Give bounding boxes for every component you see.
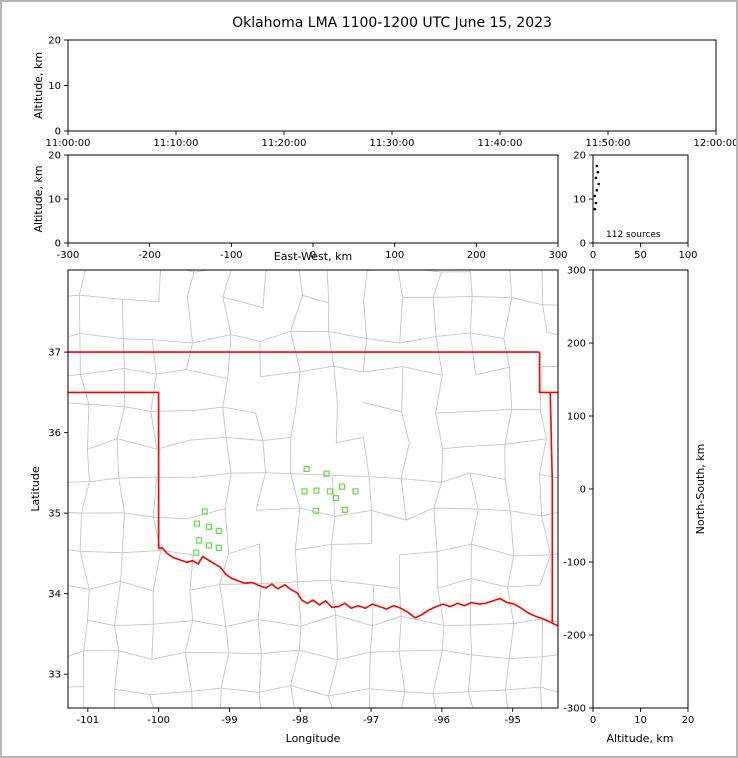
svg-text:37: 37 — [48, 348, 61, 359]
svg-text:10: 10 — [634, 715, 647, 726]
svg-text:-101: -101 — [76, 715, 99, 726]
svg-text:-97: -97 — [363, 715, 379, 726]
svg-text:10: 10 — [573, 195, 586, 206]
svg-text:36: 36 — [48, 428, 61, 439]
svg-text:11:30:00: 11:30:00 — [370, 138, 415, 149]
source-marker — [352, 488, 359, 495]
source-marker — [341, 506, 348, 513]
svg-text:0: 0 — [590, 250, 596, 261]
svg-text:20: 20 — [573, 151, 586, 162]
svg-text:200: 200 — [567, 339, 586, 350]
source-marker — [338, 483, 346, 490]
svg-text:35: 35 — [48, 509, 61, 520]
svg-text:0: 0 — [590, 715, 596, 726]
svg-text:20: 20 — [682, 715, 695, 726]
source-marker — [313, 487, 320, 494]
svg-text:11:20:00: 11:20:00 — [262, 138, 307, 149]
source-marker — [326, 488, 334, 495]
page-title: Oklahoma LMA 1100-1200 UTC June 15, 2023 — [232, 15, 552, 31]
svg-text:0: 0 — [55, 239, 61, 250]
svg-text:-300: -300 — [563, 704, 586, 715]
svg-text:11:10:00: 11:10:00 — [154, 138, 199, 149]
altitude-histogram-dots — [593, 164, 600, 211]
svg-text:100: 100 — [678, 250, 697, 261]
map-ylabel: Latitude — [29, 466, 42, 512]
svg-text:-96: -96 — [434, 715, 450, 726]
svg-text:-300: -300 — [57, 250, 80, 261]
source-marker — [303, 465, 310, 472]
svg-text:10: 10 — [48, 81, 61, 92]
svg-text:-98: -98 — [292, 715, 308, 726]
svg-text:0: 0 — [580, 239, 586, 250]
svg-text:200: 200 — [467, 250, 486, 261]
svg-text:100: 100 — [567, 412, 586, 423]
svg-text:20: 20 — [48, 151, 61, 162]
svg-text:-200: -200 — [138, 250, 161, 261]
svg-text:-100: -100 — [563, 558, 586, 569]
source-count-annotation: 112 sources — [606, 230, 661, 240]
source-marker — [193, 520, 200, 527]
svg-text:0: 0 — [55, 127, 61, 138]
source-marker — [205, 523, 212, 530]
chart-layers: 11:00:00 11:10:00 11:20:00 11:30:00 11:40:00… — [46, 36, 738, 727]
svg-text:20: 20 — [48, 36, 61, 47]
ew-height-xlabel: East-West, km — [274, 250, 352, 263]
tick-labels: 11:00:00 11:10:00 11:20:00 11:30:00 11:40:00… — [46, 36, 738, 727]
svg-text:0: 0 — [310, 250, 316, 261]
svg-text:-100: -100 — [147, 715, 170, 726]
svg-text:-95: -95 — [505, 715, 521, 726]
svg-text:-100: -100 — [220, 250, 243, 261]
lightning-source-markers — [193, 465, 359, 556]
source-marker — [215, 527, 222, 535]
svg-text:11:00:00: 11:00:00 — [46, 138, 91, 149]
state-border-lines — [68, 351, 558, 627]
svg-text:12:00:00: 12:00:00 — [694, 138, 738, 149]
county-boundaries — [68, 270, 558, 708]
source-marker — [201, 508, 208, 515]
svg-text:11:50:00: 11:50:00 — [586, 138, 631, 149]
source-marker — [215, 544, 222, 551]
svg-text:50: 50 — [634, 250, 647, 261]
svg-text:34: 34 — [48, 589, 61, 600]
time-height-ylabel: Altitude, km — [32, 52, 45, 119]
ns-height-ylabel: North-South, km — [694, 444, 707, 535]
source-marker — [323, 470, 330, 477]
svg-text:300: 300 — [567, 266, 586, 277]
source-marker — [193, 549, 200, 556]
source-marker — [205, 542, 212, 549]
ns-height-xlabel: Altitude, km — [606, 732, 673, 745]
source-marker — [301, 488, 308, 495]
map-xlabel: Longitude — [286, 732, 341, 745]
source-marker — [332, 494, 339, 501]
ew-height-ylabel: Altitude, km — [32, 165, 45, 232]
svg-text:300: 300 — [548, 250, 567, 261]
svg-text:11:40:00: 11:40:00 — [478, 138, 523, 149]
svg-text:33: 33 — [48, 670, 61, 681]
source-marker — [312, 507, 319, 514]
svg-text:-200: -200 — [563, 631, 586, 642]
svg-text:100: 100 — [385, 250, 404, 261]
svg-text:0: 0 — [580, 485, 586, 496]
svg-text:10: 10 — [48, 195, 61, 206]
source-marker — [195, 537, 203, 544]
svg-text:-99: -99 — [221, 715, 237, 726]
